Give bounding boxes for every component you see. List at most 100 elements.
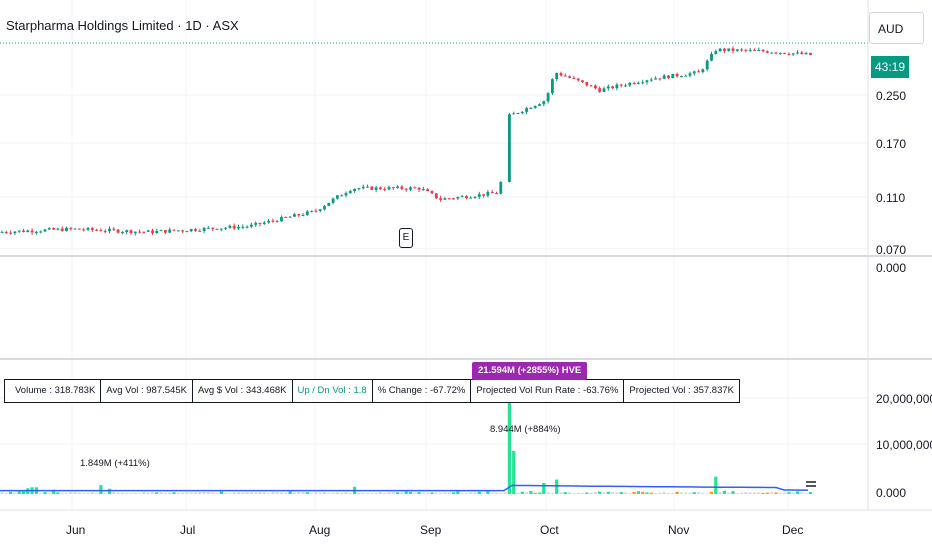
candle-body bbox=[658, 78, 662, 80]
candle-body bbox=[219, 228, 223, 230]
volume-bar bbox=[679, 492, 683, 494]
currency-button[interactable]: AUD bbox=[869, 12, 924, 44]
candle-body bbox=[254, 222, 258, 225]
volume-bar bbox=[56, 492, 60, 494]
candle-body bbox=[301, 214, 305, 216]
candle-body bbox=[796, 52, 799, 54]
volume-bar bbox=[387, 492, 391, 494]
volume-bar bbox=[709, 491, 714, 494]
time-tick-label: Nov bbox=[668, 523, 690, 537]
volume-bar bbox=[748, 492, 752, 494]
volume-bar bbox=[671, 492, 675, 494]
volume-bar bbox=[705, 493, 709, 494]
candle-body bbox=[189, 229, 193, 232]
volume-bar bbox=[426, 492, 430, 494]
candle-body bbox=[417, 187, 421, 190]
candle-body bbox=[86, 227, 90, 230]
stat-volume: Volume : 318.783K bbox=[5, 380, 102, 402]
volume-bar bbox=[17, 491, 21, 494]
candle-body bbox=[56, 228, 60, 230]
volume-bar bbox=[740, 492, 744, 494]
candle-body bbox=[710, 53, 713, 61]
volume-bar bbox=[133, 492, 137, 494]
volume-bar bbox=[82, 493, 86, 494]
vol-menu-icon[interactable] bbox=[806, 481, 816, 487]
volume-bar bbox=[550, 493, 554, 494]
volume-bar bbox=[645, 492, 649, 494]
time-tick-label: Sep bbox=[420, 523, 442, 537]
volume-bar bbox=[684, 492, 688, 494]
volume-bar bbox=[344, 492, 348, 494]
price-tick-label: 0.110 bbox=[876, 191, 906, 205]
candle-body bbox=[108, 228, 111, 232]
candle-body bbox=[426, 189, 430, 192]
volume-bar bbox=[658, 492, 662, 494]
volume-tick-label: 10,000,000.00 bbox=[876, 438, 932, 452]
candle-body bbox=[207, 227, 210, 229]
candle-body bbox=[280, 216, 283, 222]
volume-bar bbox=[430, 492, 434, 494]
candle-body bbox=[138, 231, 141, 233]
candle-body bbox=[430, 191, 434, 194]
candle-body bbox=[133, 231, 137, 234]
candle-body bbox=[409, 187, 412, 190]
candle-body bbox=[675, 73, 679, 77]
candle-body bbox=[482, 194, 485, 196]
candle-body bbox=[413, 187, 417, 189]
volume-bar bbox=[198, 492, 202, 494]
time-tick-label: Dec bbox=[782, 523, 804, 537]
volume-bar bbox=[400, 492, 404, 494]
volume-bar bbox=[611, 492, 615, 494]
candle-body bbox=[284, 216, 288, 218]
candle-body bbox=[727, 48, 731, 51]
candle-body bbox=[581, 80, 584, 82]
volume-bar bbox=[469, 492, 473, 494]
candle-body bbox=[555, 73, 559, 80]
candle-body bbox=[692, 71, 696, 74]
candle-body bbox=[78, 228, 81, 230]
volume-bar bbox=[675, 491, 679, 494]
candle-body bbox=[744, 49, 748, 51]
volume-spike-label: 8.944M (+884%) bbox=[490, 424, 561, 435]
volume-bar bbox=[752, 492, 757, 494]
volume-bar bbox=[275, 492, 279, 494]
candle-body bbox=[667, 75, 670, 79]
volume-bar bbox=[236, 492, 241, 494]
candle-body bbox=[572, 77, 576, 79]
candle-body bbox=[159, 230, 163, 232]
volume-bar bbox=[150, 492, 155, 494]
volume-bar bbox=[593, 492, 597, 494]
indicator-tick-label: 0.000 bbox=[876, 261, 907, 275]
volume-bar bbox=[116, 492, 120, 494]
candle-body bbox=[211, 227, 215, 229]
candle-body bbox=[366, 186, 369, 188]
volume-bar bbox=[439, 492, 443, 494]
candle-body bbox=[267, 220, 270, 223]
volume-bar bbox=[262, 492, 266, 494]
candle-body bbox=[443, 198, 447, 200]
candle-body bbox=[383, 189, 387, 191]
earnings-marker-icon[interactable]: E bbox=[399, 228, 413, 248]
volume-bar bbox=[9, 491, 13, 494]
candle-body bbox=[69, 227, 73, 229]
volume-bar bbox=[99, 485, 103, 494]
time-tick-label: Aug bbox=[309, 523, 331, 537]
candle-body bbox=[624, 85, 627, 87]
volume-bar bbox=[159, 492, 163, 494]
volume-bar bbox=[804, 493, 808, 494]
volume-bar bbox=[568, 492, 572, 494]
candle-body bbox=[654, 78, 657, 80]
candle-body bbox=[422, 189, 425, 191]
volume-bar bbox=[258, 492, 262, 494]
candle-body bbox=[129, 230, 133, 234]
volume-bar bbox=[0, 492, 4, 494]
candle-body bbox=[452, 198, 455, 200]
candle-body bbox=[353, 188, 356, 192]
candle-body bbox=[258, 222, 262, 224]
candle-body bbox=[594, 85, 597, 89]
volume-bar bbox=[619, 492, 623, 494]
volume-bar bbox=[490, 492, 494, 494]
volume-bar bbox=[206, 492, 210, 494]
candle-body bbox=[305, 211, 309, 215]
candle-body bbox=[589, 85, 593, 87]
